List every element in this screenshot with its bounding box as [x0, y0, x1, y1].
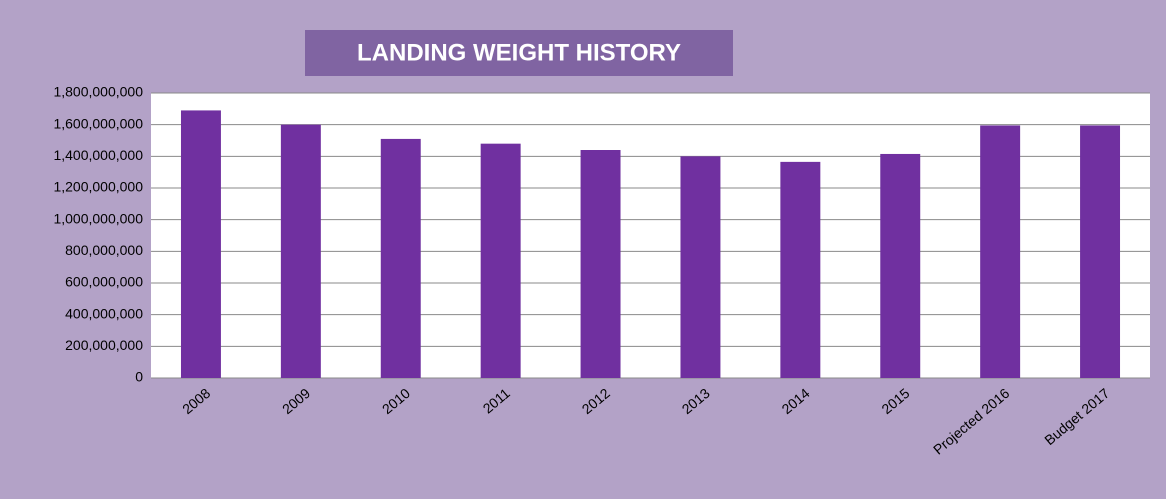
bar — [1080, 125, 1121, 378]
bar — [580, 150, 621, 378]
y-tick-label: 600,000,000 — [65, 274, 143, 290]
title-box — [305, 30, 733, 76]
bar — [280, 124, 321, 379]
bar — [380, 138, 421, 378]
y-tick-label: 1,400,000,000 — [53, 147, 143, 163]
bar — [180, 110, 221, 379]
y-tick-label: 1,200,000,000 — [53, 179, 143, 195]
y-tick-label: 0 — [135, 369, 143, 385]
y-tick-label: 1,000,000,000 — [53, 210, 143, 226]
y-tick-label: 800,000,000 — [65, 242, 143, 258]
bar — [980, 125, 1021, 378]
bar — [780, 161, 821, 378]
y-tick-label: 400,000,000 — [65, 305, 143, 321]
y-tick-label: 1,600,000,000 — [53, 115, 143, 131]
y-tick-label: 200,000,000 — [65, 337, 143, 353]
chart-title: LANDING WEIGHT HISTORY — [357, 39, 681, 66]
bar — [480, 143, 521, 378]
y-tick-label: 1,800,000,000 — [53, 84, 143, 100]
bar — [880, 153, 921, 378]
bar — [680, 156, 721, 378]
